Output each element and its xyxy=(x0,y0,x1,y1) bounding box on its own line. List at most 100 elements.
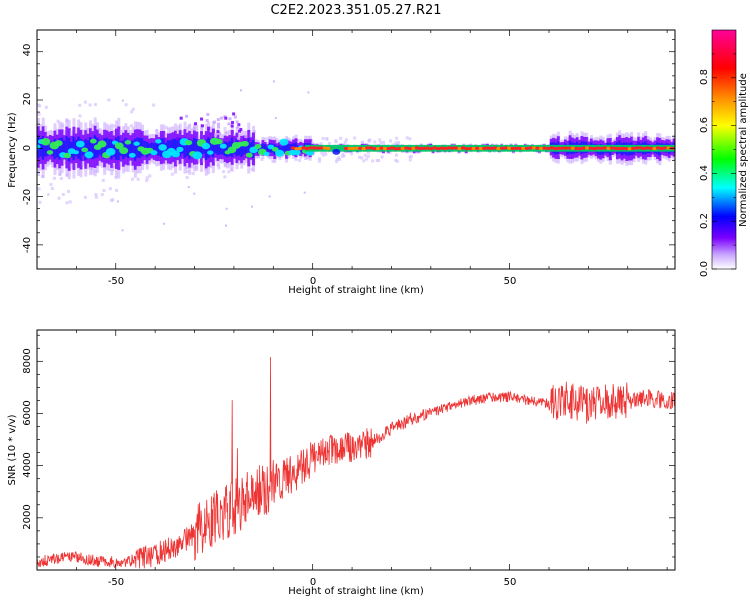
spectrogram-band xyxy=(105,137,109,156)
top-ytick-label-neg40: -40 xyxy=(22,237,33,253)
spectrogram-band xyxy=(179,116,183,120)
spectrogram-speck xyxy=(52,176,56,180)
spectrogram-core xyxy=(429,147,434,151)
spectrogram-band xyxy=(256,145,260,153)
spectrogram-band xyxy=(285,144,289,155)
spectrogram-core xyxy=(326,146,331,151)
spectrogram-speck xyxy=(395,136,399,140)
spectrogram-speck xyxy=(57,196,61,200)
top-yaxis-label: Frequency (Hz) xyxy=(7,112,18,188)
spectrogram-band xyxy=(240,142,244,158)
spectrogram-band xyxy=(239,127,243,131)
spectrogram-band xyxy=(197,143,201,155)
spectrogram-core xyxy=(531,146,537,150)
spectrogram-band xyxy=(200,124,204,128)
spectrogram-core xyxy=(496,147,501,151)
spectrogram-band xyxy=(200,138,204,158)
spectrogram-blob xyxy=(89,138,97,144)
colorbar-tick-1: 0.2 xyxy=(699,213,710,229)
spectrogram-core xyxy=(294,147,299,151)
spectrogram-core xyxy=(450,146,455,150)
spectrogram-core xyxy=(634,146,639,150)
spectrogram-band xyxy=(79,138,83,161)
spectrogram-core xyxy=(521,146,526,151)
spectrogram-speck xyxy=(378,138,382,142)
spectrogram-band xyxy=(214,141,218,154)
spectrogram-band xyxy=(58,138,62,160)
spectrogram-band xyxy=(236,125,240,129)
spectrogram-core xyxy=(506,146,512,150)
bot-ytick-label-6000: 6000 xyxy=(22,400,33,425)
spectrogram-core xyxy=(538,146,544,151)
spectrogram-band xyxy=(60,137,64,158)
spectrogram-speck xyxy=(83,195,87,199)
spectrogram-core xyxy=(588,146,593,150)
spectrogram-core xyxy=(570,146,576,150)
spectrogram-speck xyxy=(320,151,324,155)
spectrogram-speck xyxy=(145,179,149,183)
spectrogram-core xyxy=(492,146,498,150)
spectrogram-core xyxy=(482,146,487,150)
spectrogram-band xyxy=(41,136,45,160)
spectrogram-core xyxy=(372,147,377,151)
spectrogram-blob xyxy=(201,142,211,150)
spectrogram-band xyxy=(185,114,189,118)
spectrogram-speck xyxy=(373,140,377,144)
spectrogram-core xyxy=(648,146,654,150)
spectrogram-speck xyxy=(273,80,276,83)
spectrogram-core xyxy=(645,146,650,150)
spectrogram-speck xyxy=(193,192,196,195)
spectrogram-band xyxy=(218,131,222,135)
spectrogram-speck xyxy=(365,157,369,161)
spectrogram-speck xyxy=(362,159,366,163)
spectrogram-speck xyxy=(68,200,72,204)
spectrogram-blob xyxy=(241,140,249,147)
spectrogram-band xyxy=(237,123,241,127)
spectrogram-speck xyxy=(335,160,339,164)
spectrogram-speck xyxy=(224,224,227,227)
spectrogram-core xyxy=(457,147,462,151)
spectrogram-band xyxy=(202,135,206,139)
spectrogram-band xyxy=(238,129,242,133)
spectrogram-blob xyxy=(63,152,72,159)
spectrogram-band xyxy=(190,140,194,157)
spectrogram-speck xyxy=(152,103,156,107)
spectrogram-core xyxy=(386,146,391,151)
spectrogram-band xyxy=(220,116,224,120)
spectrogram-speck xyxy=(129,124,133,128)
top-xtick-label-50: 50 xyxy=(504,276,517,287)
spectrogram-blob xyxy=(72,150,79,155)
top-xtick-label-0: 0 xyxy=(310,276,316,287)
spectrogram-band xyxy=(129,140,133,155)
spectrogram-speck xyxy=(298,159,302,163)
spectrogram-blob xyxy=(254,143,262,150)
spectrogram-speck xyxy=(191,171,195,175)
spectrogram-band xyxy=(72,136,76,161)
spectrogram-blob xyxy=(176,146,184,153)
spectrogram-band xyxy=(136,137,140,158)
spectrogram-core xyxy=(549,146,554,150)
spectrogram-band xyxy=(216,140,220,155)
spectrogram-speck xyxy=(271,159,275,163)
spectrogram-band xyxy=(244,140,248,154)
spectrogram-core xyxy=(453,146,459,150)
spectrogram-speck xyxy=(394,141,398,145)
spectrogram-speck xyxy=(56,119,60,123)
spectrogram-speck xyxy=(185,169,189,173)
spectrogram-speck xyxy=(296,138,300,142)
spectrogram-speck xyxy=(397,141,401,145)
spectrogram-speck xyxy=(44,105,48,109)
spectrogram-core xyxy=(358,146,363,150)
spectrogram-speck xyxy=(38,200,42,204)
spectrogram-blob xyxy=(155,139,162,144)
spectrogram-speck xyxy=(275,138,279,142)
spectrogram-core xyxy=(489,146,494,151)
spectrogram-speck xyxy=(163,222,166,225)
spectrogram-core xyxy=(620,146,625,151)
spectrogram-band xyxy=(224,116,228,120)
spectrogram-core xyxy=(574,146,579,151)
spectrogram-core xyxy=(666,146,671,150)
spectrogram-core xyxy=(379,146,384,150)
spectrogram-blob xyxy=(171,150,181,158)
spectrogram-core xyxy=(393,147,398,151)
